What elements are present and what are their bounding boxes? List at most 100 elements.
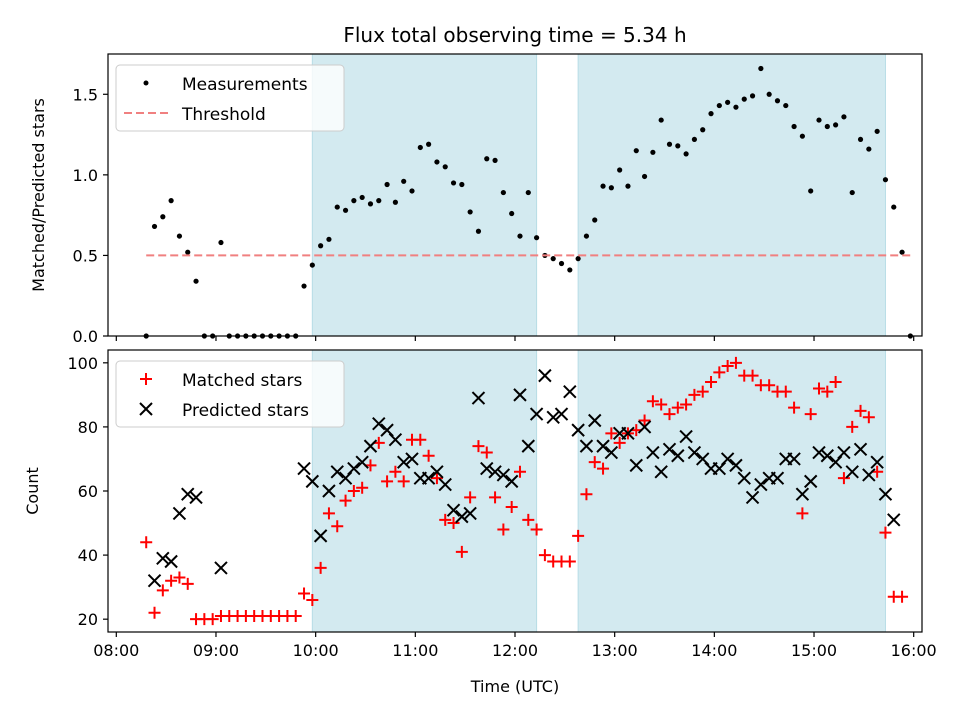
x-tick-label: 13:00: [592, 641, 638, 660]
matched-star-point: [289, 609, 302, 622]
measurement-point: [351, 198, 357, 204]
observing-windows: [311, 53, 886, 337]
y-tick-label: 40: [78, 546, 98, 565]
measurement-point: [658, 117, 664, 123]
measurement-point: [666, 141, 673, 147]
matched-star-point: [729, 356, 742, 369]
y-tick-label: 1.0: [73, 166, 98, 185]
count-legend: Matched stars Predicted stars: [115, 360, 345, 428]
measurement-point: [608, 185, 614, 191]
measurement-point: [891, 204, 897, 210]
predicted-star-point: [563, 384, 577, 399]
predicted-star-point: [496, 468, 511, 482]
predicted-star-point: [305, 474, 320, 489]
matched-star-point: [613, 436, 626, 449]
predicted-star-point: [754, 477, 768, 492]
predicted-star-point: [745, 490, 760, 505]
observing-window-1: [311, 349, 538, 633]
matched-star-point: [447, 517, 460, 530]
matched-star-point: [696, 385, 709, 398]
measurement-point: [359, 194, 365, 201]
measurement-point: [168, 198, 174, 204]
predicted-star-point: [729, 458, 743, 473]
predicted-star-point: [795, 487, 810, 501]
predicted-star-point: [770, 471, 785, 485]
predicted-star-point: [654, 465, 668, 479]
x-tick-label: 16:00: [891, 641, 937, 660]
predicted-star-point: [396, 455, 411, 469]
legend-predicted-marker: [139, 402, 153, 416]
measurement-point: [151, 223, 158, 230]
x-axis-label: Time (UTC): [470, 677, 559, 696]
measurement-point: [318, 243, 324, 249]
predicted-star-point: [853, 442, 868, 457]
legend-measurements-label: Measurements: [182, 75, 308, 95]
predicted-star-point: [330, 465, 344, 479]
predicted-star-point: [405, 452, 419, 466]
matched-star-point: [746, 369, 759, 382]
x-tick-label: 11:00: [392, 641, 438, 660]
measurement-point: [475, 228, 482, 234]
measurement-point: [384, 181, 390, 188]
observing-window-1: [311, 53, 538, 337]
matched-star-point: [597, 462, 610, 475]
measurement-point: [575, 256, 581, 262]
predicted-star-point: [164, 554, 178, 569]
matched-star-point: [879, 526, 892, 539]
matched-star-point: [156, 584, 169, 597]
predicted-star-point: [488, 465, 502, 479]
y-tick-label: 100: [67, 354, 98, 373]
predicted-star-point: [297, 461, 311, 476]
matched-star-point: [837, 472, 850, 485]
ratio-axis-ticks: 0.0 0.5 1.0 1.5: [73, 85, 915, 346]
matched-star-point: [389, 465, 402, 478]
matched-star-point: [439, 513, 452, 526]
matched-star-point: [779, 385, 792, 398]
predicted-star-point: [878, 487, 893, 501]
measurement-point: [160, 214, 166, 220]
matched-star-point: [455, 545, 468, 558]
ratio-legend: Measurements Threshold: [115, 64, 345, 132]
matched-star-point: [862, 411, 875, 424]
matched-star-point: [381, 475, 394, 488]
measurement-point: [326, 236, 332, 242]
predicted-star-point: [820, 449, 835, 463]
measurement-point: [617, 167, 623, 173]
x-tick-label: 12:00: [492, 641, 538, 660]
predicted-star-point: [513, 388, 527, 402]
matched-star-point: [298, 587, 311, 600]
predicted-star-point: [372, 416, 386, 431]
measurement-point: [691, 136, 698, 143]
matched-star-point: [489, 491, 502, 504]
matched-star-point: [605, 427, 618, 440]
measurement-point: [484, 156, 490, 162]
measurement-point: [558, 260, 565, 267]
predicted-star-point: [604, 445, 619, 460]
matched-star-point: [721, 360, 734, 373]
measurement-point: [367, 201, 374, 207]
matched-star-point: [680, 398, 693, 411]
measurement-point: [492, 157, 498, 163]
matched-star-point: [588, 456, 601, 469]
measurement-point: [550, 256, 556, 262]
measurement-point: [650, 149, 656, 155]
measurement-point: [185, 249, 191, 255]
matched-star-point: [472, 440, 485, 453]
measurement-point: [841, 114, 847, 120]
matched-star-point: [821, 385, 834, 398]
matched-star-point: [538, 549, 551, 562]
measurement-point: [409, 188, 415, 194]
measurement-point: [567, 267, 573, 273]
measurement-point: [799, 133, 805, 139]
measurement-point: [193, 278, 199, 284]
matched-star-point: [763, 379, 776, 392]
matched-star-point: [522, 513, 535, 526]
measurement-point: [633, 148, 639, 154]
measurement-point: [758, 65, 764, 72]
predicted-star-point: [588, 413, 602, 428]
measurement-point: [600, 183, 606, 189]
y-tick-label: 60: [78, 482, 98, 501]
matched-star-point: [580, 488, 593, 501]
measurement-point: [417, 144, 423, 151]
predicted-star-point: [313, 529, 328, 543]
